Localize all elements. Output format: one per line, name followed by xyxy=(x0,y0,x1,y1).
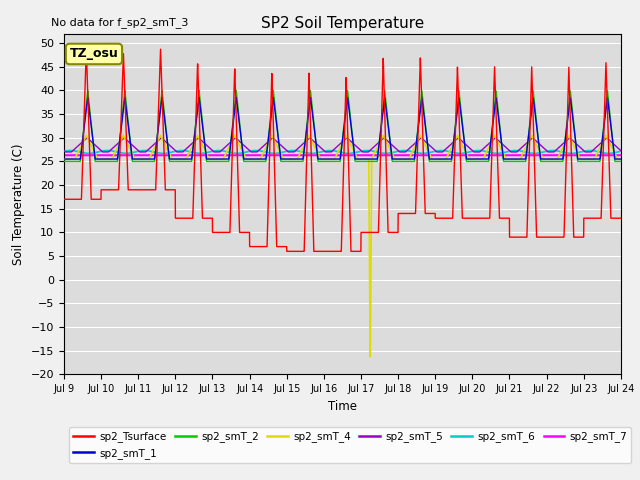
Y-axis label: Soil Temperature (C): Soil Temperature (C) xyxy=(12,143,25,265)
Title: SP2 Soil Temperature: SP2 Soil Temperature xyxy=(260,16,424,31)
Legend: sp2_Tsurface, sp2_smT_1, sp2_smT_2, sp2_smT_4, sp2_smT_5, sp2_smT_6, sp2_smT_7: sp2_Tsurface, sp2_smT_1, sp2_smT_2, sp2_… xyxy=(69,427,632,463)
Text: TZ_osu: TZ_osu xyxy=(70,48,118,60)
Text: No data for f_sp2_smT_3: No data for f_sp2_smT_3 xyxy=(51,17,189,28)
X-axis label: Time: Time xyxy=(328,400,357,413)
